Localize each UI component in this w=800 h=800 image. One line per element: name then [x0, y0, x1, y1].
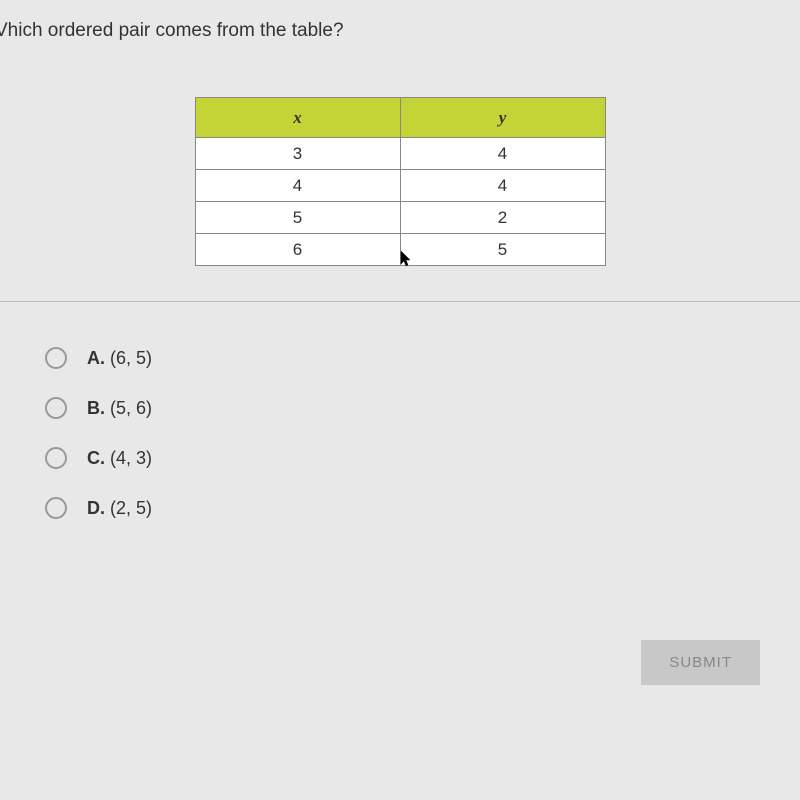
table-cell: 4 [400, 170, 605, 202]
option-d[interactable]: D.(2, 5) [45, 497, 800, 519]
option-label: C.(4, 3) [87, 448, 152, 469]
table-header-x: x [195, 98, 400, 138]
radio-icon[interactable] [45, 347, 67, 369]
table-cell: 5 [400, 234, 605, 266]
table-header-y: y [400, 98, 605, 138]
submit-button[interactable]: SUBMIT [641, 640, 760, 685]
table-cell: 3 [195, 138, 400, 170]
option-c[interactable]: C.(4, 3) [45, 447, 800, 469]
radio-icon[interactable] [45, 497, 67, 519]
option-a[interactable]: A.(6, 5) [45, 347, 800, 369]
table-cell: 2 [400, 202, 605, 234]
radio-icon[interactable] [45, 397, 67, 419]
data-table: x y 3 4 4 4 5 2 6 5 [195, 97, 606, 266]
table-row: 5 2 [195, 202, 605, 234]
question-text: Vhich ordered pair comes from the table? [0, 0, 800, 42]
table-container: x y 3 4 4 4 5 2 6 5 [0, 97, 800, 266]
option-label: B.(5, 6) [87, 398, 152, 419]
table-cell: 5 [195, 202, 400, 234]
option-b[interactable]: B.(5, 6) [45, 397, 800, 419]
table-row: 4 4 [195, 170, 605, 202]
table-row: 6 5 [195, 234, 605, 266]
option-label: D.(2, 5) [87, 498, 152, 519]
table-cell: 4 [400, 138, 605, 170]
table-cell: 4 [195, 170, 400, 202]
table-cell: 6 [195, 234, 400, 266]
table-row: 3 4 [195, 138, 605, 170]
option-label: A.(6, 5) [87, 348, 152, 369]
options-container: A.(6, 5) B.(5, 6) C.(4, 3) D.(2, 5) [0, 302, 800, 519]
radio-icon[interactable] [45, 447, 67, 469]
